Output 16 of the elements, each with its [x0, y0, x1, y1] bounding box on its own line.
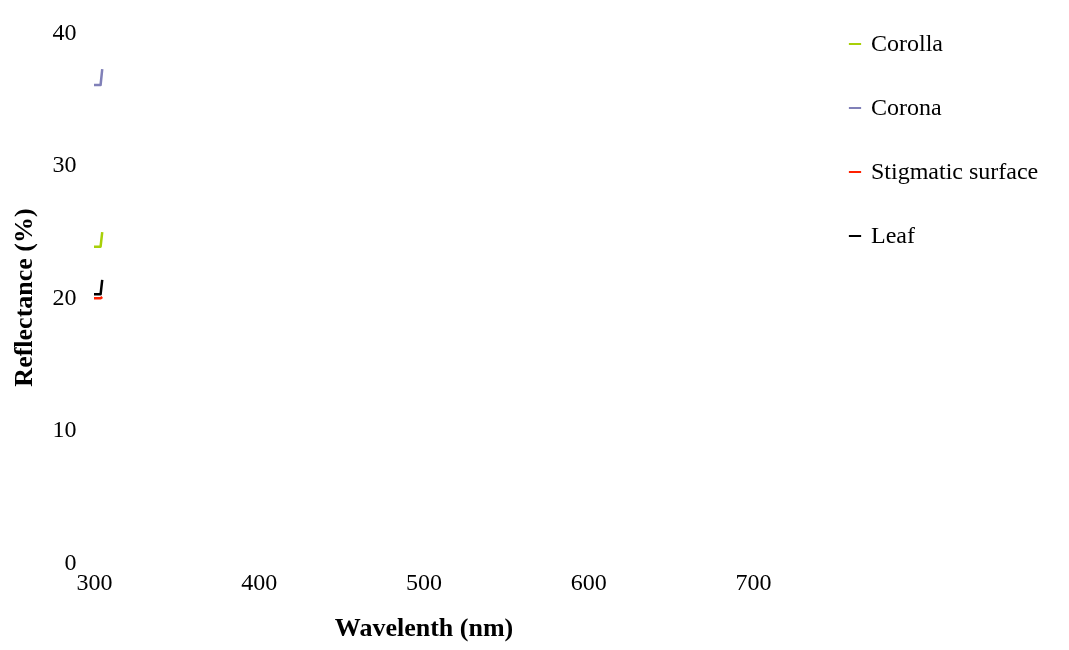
legend-label: Corona: [871, 94, 942, 120]
legend-label: Stigmatic surface: [871, 158, 1039, 184]
x-tick-label: 300: [76, 568, 113, 595]
x-tick-label: 500: [406, 568, 442, 595]
x-axis-title: Wavelenth (nm): [334, 612, 514, 642]
y-tick-label: 0: [64, 548, 77, 575]
y-tick-label: 20: [52, 283, 77, 310]
x-tick-label: 600: [570, 568, 607, 595]
legend-label: Corolla: [871, 30, 944, 56]
legend-label: Leaf: [871, 222, 915, 248]
y-tick-label: 10: [52, 416, 77, 442]
y-tick-label: 30: [52, 151, 77, 177]
y-axis-title: Reflectance (%): [8, 208, 38, 387]
x-tick-label: 400: [241, 568, 278, 595]
y-tick-label: 40: [52, 18, 77, 45]
x-tick-label: 700: [735, 568, 772, 595]
